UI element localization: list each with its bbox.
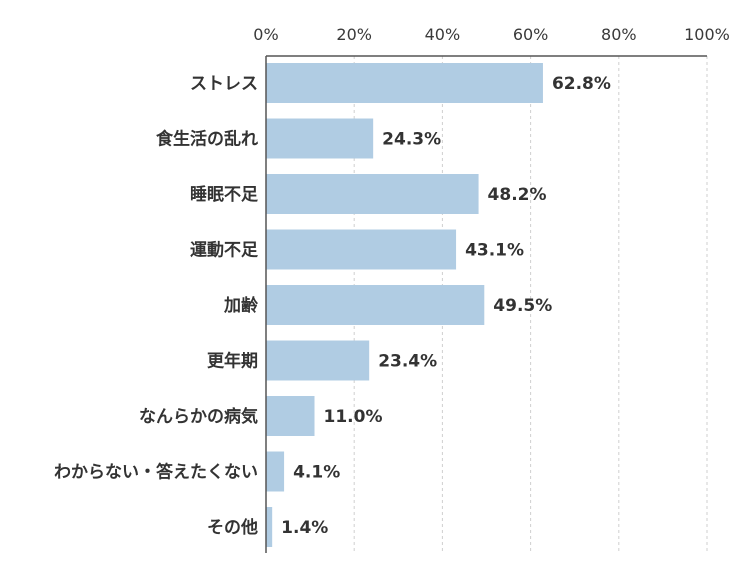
value-label: 11.0% — [324, 407, 383, 427]
bar — [266, 118, 374, 159]
value-label: 24.3% — [382, 130, 441, 150]
x-tick-labels: 0% 20% 40% 60% 80% 100% — [253, 25, 730, 44]
x-tick-label: 80% — [601, 25, 637, 44]
value-label: 23.4% — [378, 352, 437, 372]
category-label: 加齢 — [223, 295, 259, 316]
category-label: なんらかの病気 — [139, 406, 258, 427]
axes — [265, 55, 707, 553]
value-label: 62.8% — [552, 74, 611, 94]
value-label: 48.2% — [488, 185, 547, 205]
value-labels: 62.8% 24.3% 48.2% 43.1% 49.5% 23.4% 11.0% 4.1% 1… — [281, 74, 611, 538]
x-tick-label: 20% — [336, 25, 372, 44]
bar — [266, 507, 273, 547]
bar — [266, 451, 285, 492]
bar — [266, 285, 485, 325]
bar — [266, 174, 479, 214]
category-label: ストレス — [190, 74, 258, 94]
value-label: 1.4% — [281, 518, 328, 538]
bar — [266, 340, 370, 381]
category-label: わからない・答えたくない — [54, 462, 258, 483]
x-tick-label: 0% — [253, 25, 278, 44]
bars — [266, 63, 543, 547]
bar — [266, 63, 543, 103]
category-label: 更年期 — [207, 351, 258, 372]
x-tick-label: 40% — [425, 25, 461, 44]
x-tick-label: 100% — [684, 25, 730, 44]
category-label: 睡眠不足 — [190, 184, 258, 205]
category-label: その他 — [207, 517, 258, 538]
category-label: 食生活の乱れ — [156, 129, 258, 150]
bar — [266, 229, 457, 270]
value-label: 4.1% — [293, 463, 340, 483]
bar — [266, 396, 315, 436]
value-label: 49.5% — [493, 296, 552, 316]
x-tick-label: 60% — [513, 25, 549, 44]
category-label: 運動不足 — [190, 240, 258, 261]
value-label: 43.1% — [465, 241, 524, 261]
category-labels: ストレス食生活の乱れ睡眠不足運動不足加齢更年期なんらかの病気わからない・答えたく… — [54, 74, 259, 538]
